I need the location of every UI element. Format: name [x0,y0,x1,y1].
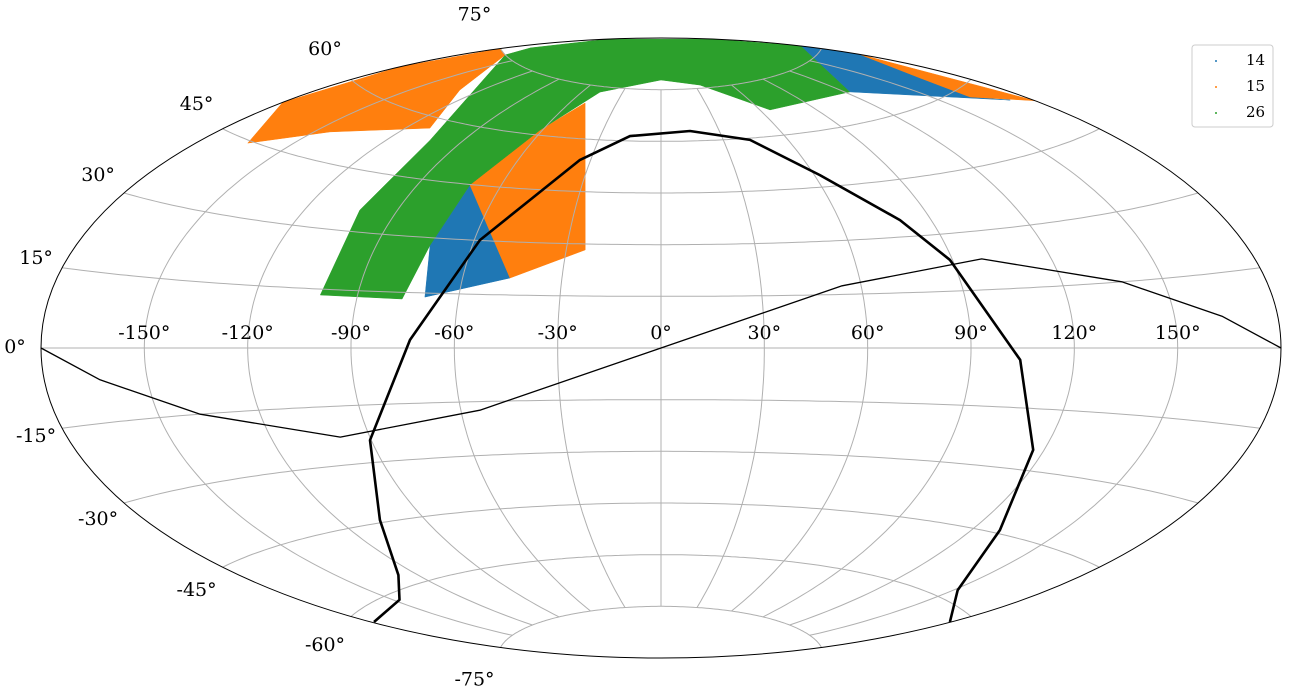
x-tick-label: -90° [331,322,371,344]
y-tick-label: -60° [305,634,345,656]
y-tick-label: 30° [81,164,115,186]
parallel-grid-line [123,450,1199,504]
y-tick-label: 45° [180,93,214,115]
parallel-grid-line [350,554,972,617]
sector-region [319,38,851,300]
y-tick-label: -30° [78,508,118,530]
curve [40,258,1282,438]
y-tick-label: 0° [4,336,26,358]
x-tick-label: 120° [1051,322,1097,344]
parallel-grid-line [123,192,1199,246]
tick-labels: -150° -120° -90° -60° -30° 0° 30° 60° 90° 120° 150… [4,4,1200,691]
y-tick-label: 75° [458,4,492,26]
x-tick-label: -120° [222,322,274,344]
parallel-grid-line [222,128,1100,194]
legend: 14 15 26 [1191,44,1274,128]
legend-marker [1215,112,1217,114]
y-tick-label: 60° [308,38,342,60]
parallel-grid-line [62,399,1260,429]
y-tick-label: -75° [454,668,494,690]
x-tick-label: 60° [851,322,885,344]
curve [368,129,1035,623]
x-tick-label: 90° [954,322,988,344]
x-tick-label: 0° [650,322,672,344]
y-tick-label: -15° [16,425,56,447]
legend-label: 26 [1246,103,1265,121]
y-tick-label: -45° [177,579,217,601]
parallel-grid-line [62,267,1260,297]
parallel-grid-line [500,605,822,648]
x-tick-label: -150° [118,322,170,344]
curves [40,129,1282,623]
parallel-grid-line [350,79,972,142]
x-tick-label: -30° [538,322,578,344]
y-tick-label: 15° [19,247,53,269]
map-boundary [40,37,1282,659]
legend-label: 14 [1246,51,1265,69]
parallel-grid-line [222,502,1100,568]
x-tick-label: -60° [434,322,474,344]
x-tick-label: 150° [1155,322,1201,344]
x-tick-label: 30° [747,322,781,344]
regions [247,38,1036,300]
legend-box [1191,44,1274,128]
legend-marker [1215,86,1217,88]
legend-marker [1215,60,1217,62]
parallel-grid-line [500,48,822,91]
sector-region [859,54,1036,101]
legend-label: 15 [1246,77,1265,95]
